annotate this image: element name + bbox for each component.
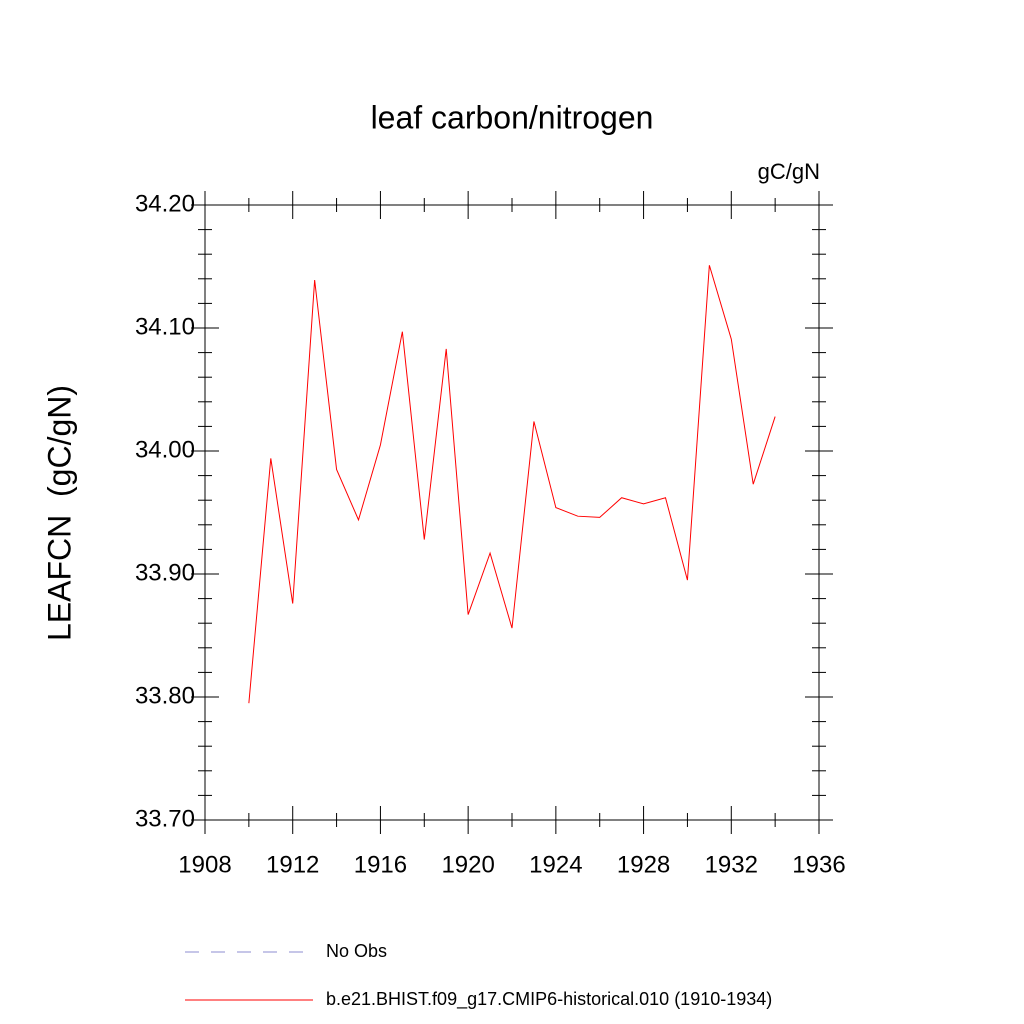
- y-tick-label: 33.70: [135, 805, 195, 832]
- data-line: [248, 265, 776, 704]
- x-tick-label: 1920: [441, 851, 494, 878]
- x-tick-label: 1912: [266, 851, 319, 878]
- y-tick-label: 34.20: [135, 190, 195, 217]
- y-tick-label: 33.80: [135, 682, 195, 709]
- x-tick-label: 1928: [617, 851, 670, 878]
- y-axis-label: LEAFCN (gC/gN): [41, 385, 77, 641]
- legend-label: b.e21.BHIST.f09_g17.CMIP6-historical.010…: [326, 989, 772, 1010]
- plot-frame: [204, 204, 820, 821]
- x-tick-label: 1924: [529, 851, 582, 878]
- x-tick-label: 1916: [354, 851, 407, 878]
- units-label: gC/gN: [758, 159, 820, 184]
- x-tick-label: 1936: [792, 851, 845, 878]
- x-tick-label: 1908: [178, 851, 231, 878]
- chart-title: leaf carbon/nitrogen: [371, 99, 654, 135]
- y-tick-label: 34.10: [135, 313, 195, 340]
- y-tick-label: 34.00: [135, 436, 195, 463]
- y-tick-label: 33.90: [135, 559, 195, 586]
- x-tick-label: 1932: [705, 851, 758, 878]
- legend-label: No Obs: [326, 941, 387, 961]
